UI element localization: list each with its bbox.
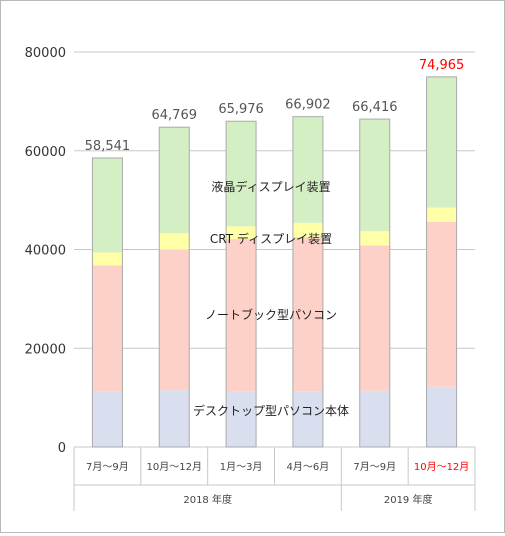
bar-outline (225, 120, 257, 448)
year-group-label: 2019 年度 (384, 493, 433, 506)
bar-segment (426, 221, 457, 387)
bar-total-label: 66,902 (285, 98, 331, 113)
y-tick-label: 20000 (25, 342, 66, 357)
category-label: 7月～9月 (86, 461, 129, 473)
bar-outline (426, 76, 458, 448)
year-group-label: 2018 年度 (183, 493, 232, 506)
bar-segment (159, 249, 190, 391)
bar-segment (226, 239, 257, 392)
bar-segment (426, 207, 457, 222)
bar-segment (359, 245, 390, 391)
bar-segment (159, 127, 190, 234)
series-label: デスクトップ型パソコン本体 (193, 403, 349, 418)
series-label: 液晶ディスプレイ装置 (211, 179, 330, 194)
bar-outline (359, 118, 391, 448)
bar-segment (292, 391, 323, 447)
bar-segment (92, 391, 123, 447)
category-label: 7月～9月 (353, 461, 396, 473)
category-label: 10月～12月 (414, 461, 469, 473)
bar-segment (92, 265, 123, 392)
bar-total-label: 64,769 (152, 108, 198, 123)
bar-segment (292, 116, 323, 223)
series-label: ノートブック型パソコン (205, 307, 337, 322)
bar-segment (292, 237, 323, 392)
bar-total-label: 74,965 (419, 58, 465, 73)
bar-segment (159, 390, 190, 447)
category-label: 1月～3月 (220, 461, 263, 473)
bar-total-label: 65,976 (218, 102, 264, 117)
bar-outline (158, 126, 190, 448)
bar-segment (359, 231, 390, 246)
bar-segment (359, 119, 390, 232)
bar-outline (91, 157, 123, 448)
bar-segment (226, 121, 257, 227)
bar-total-label: 58,541 (85, 139, 131, 154)
bar-total-label: 66,416 (352, 100, 398, 115)
category-label: 10月～12月 (147, 461, 202, 473)
bar-segment (92, 157, 123, 253)
bar-segment (426, 386, 457, 447)
y-tick-label: 80000 (25, 46, 66, 61)
y-tick-label: 0 (58, 441, 66, 456)
y-tick-label: 60000 (25, 145, 66, 160)
series-label: CRT ディスプレイ装置 (210, 231, 332, 246)
bar-segment (226, 391, 257, 447)
y-tick-label: 40000 (25, 244, 66, 259)
category-label: 4月～6月 (287, 461, 330, 473)
bar-outline (292, 116, 324, 448)
bar-segment (92, 252, 123, 266)
bar-segment (359, 390, 390, 447)
bar-segment (426, 76, 457, 208)
bar-segment (226, 226, 257, 240)
bar-segment (292, 222, 323, 238)
bar-segment (159, 233, 190, 250)
